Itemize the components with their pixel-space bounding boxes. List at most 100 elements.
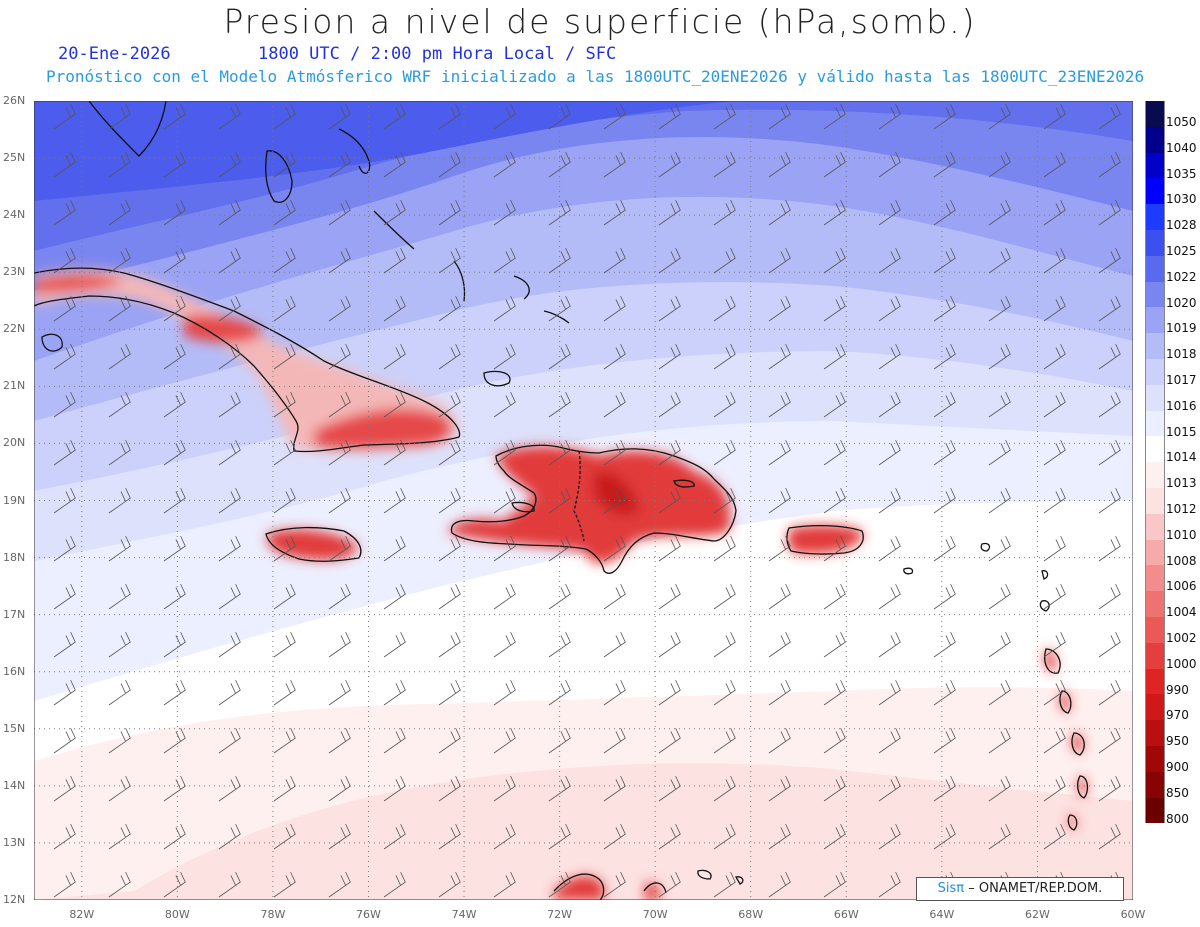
wind-barb (878, 583, 901, 610)
legend-entry: 1000 (1145, 642, 1197, 671)
legend-entry: 990 (1145, 668, 1195, 697)
legend-swatch (1145, 307, 1165, 334)
wind-barb (823, 103, 846, 130)
wind-barb (713, 871, 736, 898)
coast-antigua (1039, 600, 1050, 612)
coast-ragged (543, 310, 570, 324)
legend-swatch (1145, 591, 1165, 617)
wind-barb (713, 727, 736, 754)
latitude-label: 12N (3, 893, 26, 906)
wind-barb (713, 583, 736, 610)
wind-barb (108, 775, 131, 802)
coast-cuba (34, 267, 461, 453)
coast-paraguana (643, 882, 667, 894)
wind-barb (53, 487, 76, 514)
wind-barb (603, 775, 626, 802)
wind-barb (53, 775, 76, 802)
wind-barb (218, 823, 241, 850)
wind-barb (658, 247, 681, 274)
wind-barb (1043, 823, 1066, 850)
legend-label: 1014 (1166, 450, 1197, 465)
wind-barb (273, 247, 296, 274)
wind-barb (438, 295, 461, 322)
wind-barb (328, 679, 351, 706)
wind-barb (163, 151, 186, 178)
wind-barb (273, 103, 296, 130)
wind-barb (438, 247, 461, 274)
legend-swatch (1145, 771, 1165, 798)
wind-barb (603, 823, 626, 850)
wind-barb (933, 199, 956, 226)
wind-barb (988, 487, 1011, 514)
coast-isla-juventud (41, 333, 63, 352)
wind-barb (163, 871, 186, 898)
wind-barb (328, 247, 351, 274)
wind-barb (108, 199, 131, 226)
wind-barb (823, 343, 846, 370)
wind-barb (603, 439, 626, 466)
wind-barb (218, 103, 241, 130)
wind-barb (493, 823, 516, 850)
wind-barb (548, 871, 571, 898)
wind-barb (218, 295, 241, 322)
wind-barb (383, 487, 406, 514)
wind-barb (493, 295, 516, 322)
legend-label: 1016 (1166, 398, 1197, 413)
wind-barb (273, 439, 296, 466)
wind-barb (933, 151, 956, 178)
wind-barb (1043, 535, 1066, 562)
wind-barb (658, 103, 681, 130)
wind-barb (878, 679, 901, 706)
wind-barb (988, 343, 1011, 370)
wind-barb (658, 295, 681, 322)
wind-barb (218, 151, 241, 178)
wind-barb (713, 151, 736, 178)
legend-label: 1050 (1166, 115, 1197, 129)
wind-barb (823, 391, 846, 418)
wind-barb (1043, 199, 1066, 226)
wind-barb (218, 343, 241, 370)
wind-barb (933, 439, 956, 466)
wind-barb (878, 631, 901, 658)
wind-barb (658, 535, 681, 562)
wind-barb (768, 535, 791, 562)
wind-barb (438, 439, 461, 466)
wind-barb (493, 727, 516, 754)
wind-barb (988, 535, 1011, 562)
legend-entry: 850 (1145, 771, 1195, 800)
legend-entry: 1028 (1145, 204, 1197, 232)
wind-barb (1043, 391, 1066, 418)
wind-barb (713, 823, 736, 850)
wind-barb (218, 535, 241, 562)
wind-barb (1043, 727, 1066, 754)
legend-entry: 1016 (1145, 384, 1197, 413)
legend-entry: 1002 (1145, 616, 1197, 645)
wind-barb (713, 487, 736, 514)
wind-barb (603, 151, 626, 178)
wind-barb (383, 391, 406, 418)
wind-barb (713, 343, 736, 370)
wind-barb (988, 775, 1011, 802)
wind-barb (493, 391, 516, 418)
wind-barb (108, 151, 131, 178)
legend-swatch (1145, 281, 1165, 308)
wind-barb (823, 583, 846, 610)
wind-barb (603, 199, 626, 226)
wind-barb (1098, 295, 1121, 322)
wind-barb (1098, 487, 1121, 514)
wind-barb (548, 343, 571, 370)
wind-barb (53, 583, 76, 610)
wind-barb (218, 247, 241, 274)
wind-barb (933, 103, 956, 130)
wind-barb (713, 631, 736, 658)
wind-barb (878, 103, 901, 130)
wind-barb (548, 487, 571, 514)
wind-barb (1098, 631, 1121, 658)
longitude-label: 60W (1120, 908, 1146, 921)
wind-barb (603, 103, 626, 130)
wind-barb (218, 487, 241, 514)
wind-barb (658, 583, 681, 610)
legend-label: 1004 (1166, 605, 1197, 620)
wind-barb (548, 583, 571, 610)
wind-barb (163, 487, 186, 514)
